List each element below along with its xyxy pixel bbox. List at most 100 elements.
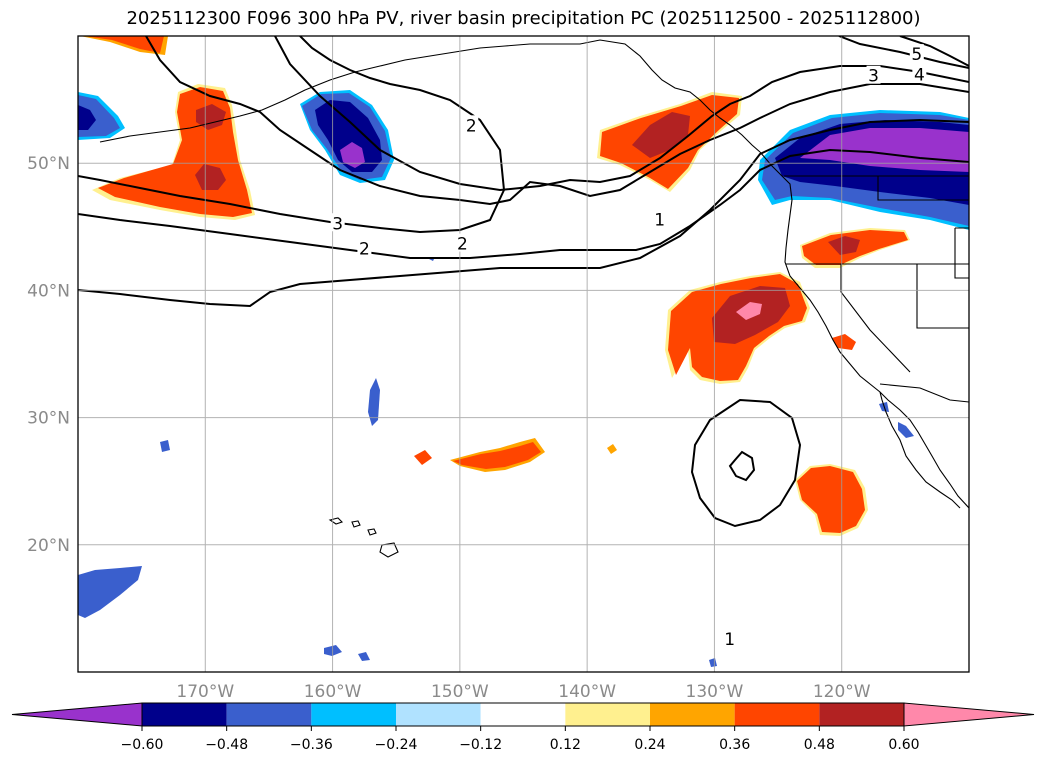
colorbar-extend-low bbox=[11, 702, 143, 727]
pv-contour bbox=[145, 36, 969, 206]
border-state-4 bbox=[840, 264, 911, 373]
colorbar-tick-label: −0.36 bbox=[290, 737, 333, 753]
shade-positive bbox=[828, 236, 860, 255]
map-frame bbox=[77, 35, 970, 673]
latitude-label: 20°N bbox=[27, 536, 70, 556]
border-state-3 bbox=[916, 264, 969, 329]
shade-negative bbox=[78, 105, 96, 130]
contour-label-background bbox=[912, 64, 927, 83]
precipitation-pc-shading bbox=[78, 36, 969, 667]
pv-contour bbox=[78, 148, 969, 259]
colorbar-segment bbox=[819, 703, 904, 726]
latitude-labels: 20°N 30°N 40°N 50°N bbox=[27, 154, 70, 556]
contour-label-background bbox=[330, 213, 345, 232]
border-nevada bbox=[954, 227, 969, 279]
shade-negative bbox=[358, 652, 370, 661]
contour-label-background bbox=[909, 44, 924, 63]
colorbar-tick-label: 0.12 bbox=[550, 737, 581, 753]
shade-positive bbox=[414, 450, 432, 465]
contour-label-background bbox=[357, 238, 372, 257]
colorbar-segment bbox=[311, 703, 396, 726]
latitude-label: 40°N bbox=[27, 281, 70, 301]
shade-positive bbox=[196, 104, 226, 130]
pv-contour-small bbox=[728, 450, 756, 482]
shade-positive bbox=[736, 302, 762, 320]
contour-label: 4 bbox=[914, 65, 925, 85]
colorbar-segment bbox=[480, 703, 566, 726]
shade-positive bbox=[832, 334, 856, 350]
pv-contour bbox=[899, 36, 969, 67]
colorbar: −0.60 −0.48 −0.36 −0.24 −0.12 0.12 0.24 0.36 0.4… bbox=[11, 702, 1035, 753]
colorbar-segment bbox=[565, 703, 650, 726]
shade-positive bbox=[98, 87, 252, 217]
colorbar-outline bbox=[141, 702, 905, 727]
shade-positive bbox=[195, 164, 226, 190]
colorbar-extend-high bbox=[903, 702, 1035, 727]
colorbar-tick-label: −0.48 bbox=[205, 737, 248, 753]
shade-negative bbox=[78, 566, 142, 618]
pv-contour-closed bbox=[690, 398, 802, 528]
colorbar-tick-label: 0.60 bbox=[888, 737, 919, 753]
colorbar-tick-label: 0.48 bbox=[804, 737, 835, 753]
alaska-coastline bbox=[99, 39, 761, 153]
colorbar-tick-label: 0.36 bbox=[719, 737, 750, 753]
colorbar-segment bbox=[734, 703, 820, 726]
shade-positive bbox=[453, 442, 541, 469]
longitude-label: 150°W bbox=[431, 682, 489, 702]
contour-label-background bbox=[866, 65, 881, 84]
shade-negative bbox=[315, 100, 382, 172]
shade-negative bbox=[709, 658, 717, 667]
shade-negative bbox=[340, 142, 365, 168]
contour-label: 2 bbox=[466, 116, 477, 136]
longitude-label: 140°W bbox=[558, 682, 616, 702]
colorbar-segment bbox=[142, 703, 227, 726]
longitude-label: 170°W bbox=[176, 682, 234, 702]
shade-positive bbox=[84, 36, 164, 53]
shade-positive bbox=[632, 112, 690, 158]
shade-negative bbox=[368, 378, 380, 426]
us-west-coastline bbox=[759, 151, 969, 509]
contour-label: 3 bbox=[868, 67, 879, 87]
pv-contour bbox=[274, 36, 969, 192]
contour-label: 1 bbox=[654, 210, 665, 230]
contour-label-background bbox=[722, 629, 737, 648]
gridlines bbox=[78, 36, 969, 672]
contour-label-background bbox=[455, 233, 470, 252]
contour-label: 1 bbox=[724, 630, 735, 650]
longitude-labels: 170°W 160°W 150°W 140°W 130°W 120°W bbox=[176, 682, 870, 702]
latitude-label: 30°N bbox=[27, 409, 70, 429]
shade-negative bbox=[800, 128, 969, 172]
contour-label: 2 bbox=[359, 240, 370, 260]
shade-positive bbox=[607, 444, 617, 454]
hawaii-islands bbox=[328, 517, 399, 558]
contour-label-background bbox=[652, 209, 667, 228]
colorbar-tick-label: −0.24 bbox=[375, 737, 418, 753]
contour-label: 5 bbox=[911, 45, 922, 65]
contour-label: 3 bbox=[332, 214, 343, 234]
map-title: 2025112300 F096 300 hPa PV, river basin … bbox=[126, 8, 921, 29]
contour-label-background bbox=[464, 115, 479, 134]
longitude-label: 120°W bbox=[813, 682, 871, 702]
contour-label: 2 bbox=[457, 235, 468, 255]
border-state-1 bbox=[877, 176, 969, 201]
colorbar-tick-label: −0.60 bbox=[121, 737, 164, 753]
colorbar-segment bbox=[396, 703, 481, 726]
shade-negative bbox=[160, 440, 170, 452]
shade-negative bbox=[898, 422, 914, 438]
longitude-label: 160°W bbox=[304, 682, 362, 702]
baja-coastline bbox=[879, 391, 961, 509]
pv-contour bbox=[78, 118, 969, 308]
colorbar-segment bbox=[226, 703, 312, 726]
border-us-mexico bbox=[879, 383, 969, 403]
colorbar-segment bbox=[650, 703, 735, 726]
shade-positive bbox=[797, 466, 865, 533]
colorbar-tick-label: 0.24 bbox=[634, 737, 665, 753]
coastlines bbox=[99, 39, 969, 558]
longitude-label: 130°W bbox=[686, 682, 744, 702]
colorbar-tick-label: −0.12 bbox=[459, 737, 502, 753]
latitude-label: 50°N bbox=[27, 154, 70, 174]
pv-contour bbox=[838, 36, 969, 69]
